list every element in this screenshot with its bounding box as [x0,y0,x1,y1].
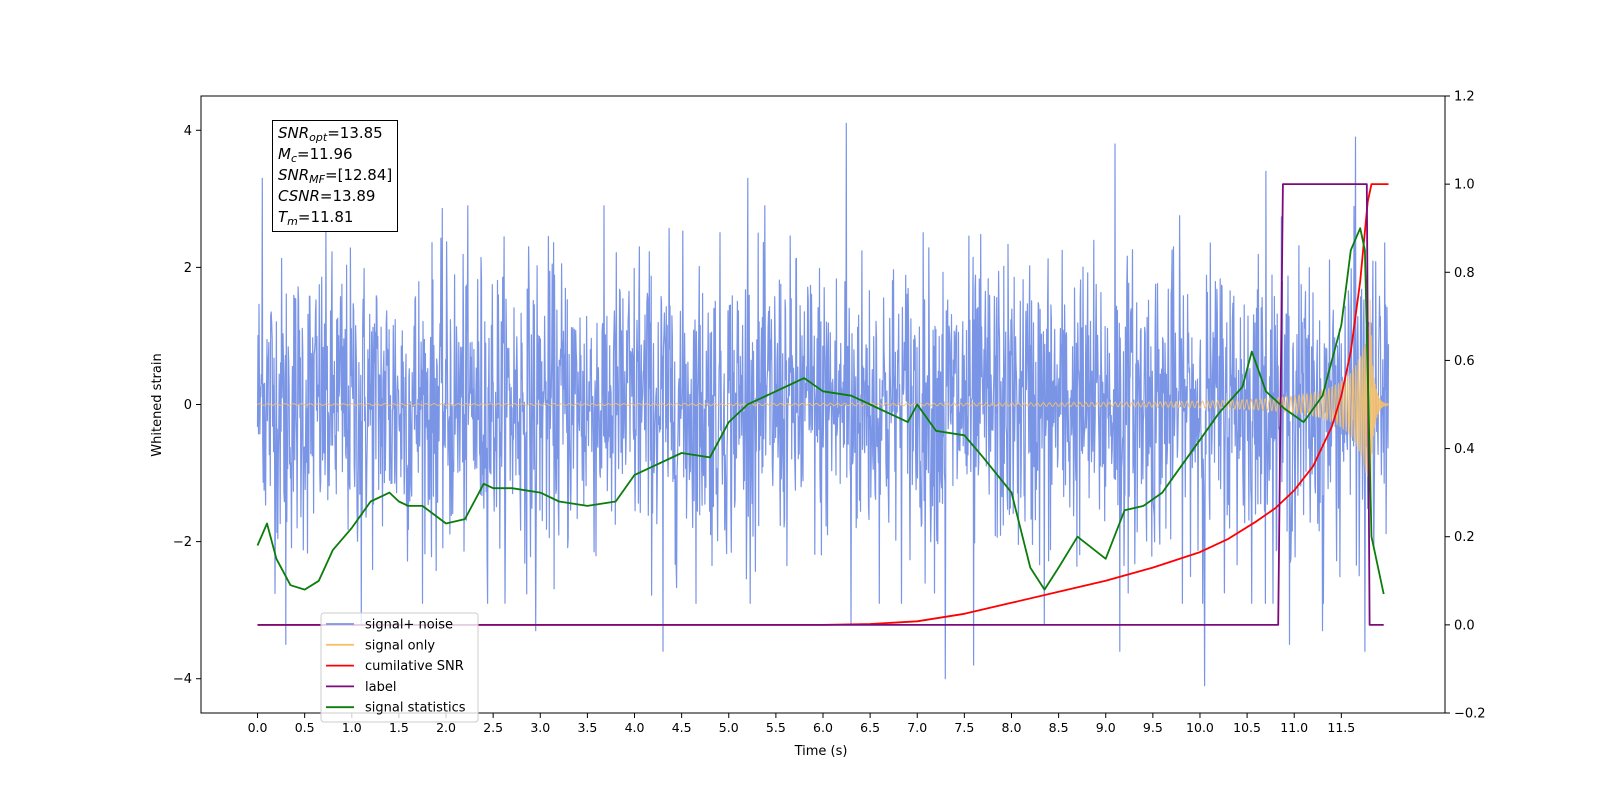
series-label [257,183,1384,626]
x-axis-label: Time (s) [794,744,848,759]
x-tick-label: 10.5 [1233,720,1261,735]
x-tick-label: 0.0 [248,720,268,735]
csnr-line: CSNR=13.89 [278,187,376,205]
x-tick-label: 2.0 [436,720,456,735]
x-tick-label: 7.0 [907,720,927,735]
series-signal-only [257,299,1389,492]
y-left-tick-label: 4 [184,124,192,139]
x-tick-label: 11.0 [1280,720,1308,735]
series-signal-statistics [256,227,1385,595]
legend: signal+ noise signal only cumilative SNR la… [320,612,479,723]
x-tick-label: 7.5 [954,720,974,735]
x-tick-label: 4.0 [625,720,645,735]
series-signal-noise [256,122,1390,687]
x-tick-label: 9.0 [1096,720,1116,735]
legend-box [320,612,479,723]
snr-mf-line: SNRMF=[12.84] [278,166,393,186]
x-tick-label: 6.0 [813,720,833,735]
x-tick-label: 11.5 [1327,720,1355,735]
x-tick-label: 9.5 [1143,720,1163,735]
x-tick-label: 2.5 [483,720,503,735]
series-cumulative-snr [257,183,1389,626]
x-tick-label: 8.5 [1049,720,1069,735]
y-left-tick-label: −4 [173,672,192,687]
series-layer [256,122,1390,687]
y-right-tick-label: 0.2 [1454,530,1475,545]
snr-opt-line: SNRopt=13.85 [278,124,383,144]
legend-label: label [365,680,396,695]
x-tick-label: 10.0 [1186,720,1214,735]
x-tick-label: 1.0 [342,720,362,735]
y-right-tick-label: 0.4 [1454,442,1475,457]
legend-label: cumilative SNR [365,659,464,674]
y-right-tick-label: 1.2 [1454,90,1475,105]
x-tick-label: 6.5 [860,720,880,735]
y-right-tick-label: 0.8 [1454,266,1475,281]
x-tick-label: 1.5 [389,720,409,735]
legend-label: signal+ noise [365,618,453,633]
tm-line: Tm=11.81 [278,208,354,228]
stats-annotation-box: SNRopt=13.85 Mc=11.96 SNRMF=[12.84] CSNR… [272,120,399,232]
y-right-tick-label: −0.2 [1454,707,1486,722]
y-axis-label-left: Whitened strain [150,353,165,456]
legend-label: signal statistics [365,701,466,716]
mc-line: Mc=11.96 [278,145,353,165]
x-tick-label: 8.0 [1002,720,1022,735]
y-left-tick-label: 2 [184,261,192,276]
y-left-tick-label: 0 [184,398,192,413]
y-right-tick-label: 1.0 [1454,178,1475,193]
y-right-tick-label: 0.0 [1454,618,1475,633]
y-left-tick-label: −2 [173,535,192,550]
x-tick-label: 3.0 [530,720,550,735]
x-tick-label: 0.5 [295,720,315,735]
y-right-tick-label: 0.6 [1454,354,1475,369]
x-tick-label: 3.5 [577,720,597,735]
x-tick-label: 4.5 [672,720,692,735]
axis-layer: 0.0 0.5 1.0 1.5 2.0 2.5 3.0 3.5 4.0 4.5 5.0 5.5 6.0 6… [173,90,1486,736]
legend-label: signal only [365,638,435,653]
x-tick-label: 5.5 [766,720,786,735]
x-tick-label: 5.0 [719,720,739,735]
